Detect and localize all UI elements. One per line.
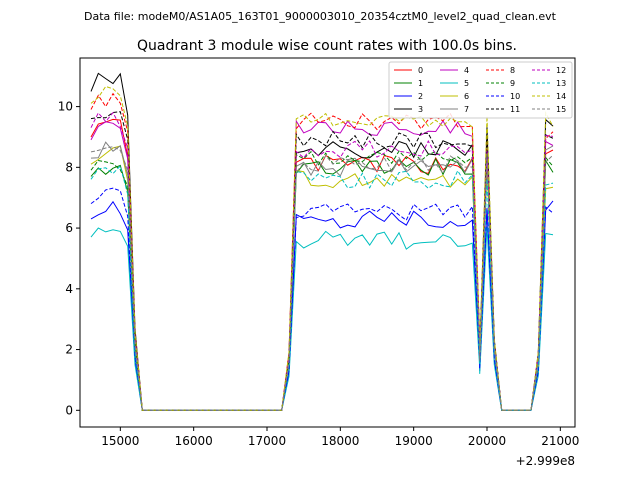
y-tick-label: 10 xyxy=(58,100,73,114)
legend-label-10: 10 xyxy=(510,92,520,101)
series-line-15 xyxy=(90,146,554,411)
figure-suptitle: Data file: modeM0/AS1A05_163T01_90000030… xyxy=(84,10,557,23)
legend-label-4: 4 xyxy=(464,66,469,75)
legend-label-15: 15 xyxy=(556,105,566,114)
legend-label-2: 2 xyxy=(418,92,423,101)
legend-label-3: 3 xyxy=(418,105,423,114)
x-tick-label: 18000 xyxy=(321,434,359,448)
legend-label-13: 13 xyxy=(556,79,566,88)
legend-label-8: 8 xyxy=(510,66,515,75)
legend-label-5: 5 xyxy=(464,79,469,88)
x-tick-label: 15000 xyxy=(101,434,139,448)
x-tick-label: 16000 xyxy=(175,434,213,448)
x-tick-label: 17000 xyxy=(248,434,286,448)
x-axis-ticks: 15000 16000 17000 18000 19000 20000 21000 xyxy=(101,427,579,448)
plot-lines xyxy=(90,72,554,411)
x-offset-label: +2.999e8 xyxy=(516,454,575,468)
x-tick-label: 20000 xyxy=(468,434,506,448)
legend-label-12: 12 xyxy=(556,66,566,75)
y-tick-label: 0 xyxy=(65,403,73,417)
legend-label-1: 1 xyxy=(418,79,423,88)
legend-label-0: 0 xyxy=(418,66,423,75)
y-tick-label: 2 xyxy=(65,343,73,357)
y-axis-ticks: 0 2 4 6 8 10 xyxy=(58,100,80,417)
legend-label-9: 9 xyxy=(510,79,515,88)
legend-box xyxy=(388,61,573,119)
y-tick-label: 4 xyxy=(65,282,73,296)
x-tick-label: 19000 xyxy=(395,434,433,448)
legend-label-6: 6 xyxy=(464,92,469,101)
chart-title: Quadrant 3 module wise count rates with … xyxy=(137,38,517,54)
plot-frame xyxy=(79,57,576,428)
y-tick-label: 8 xyxy=(65,160,73,174)
legend-label-11: 11 xyxy=(510,105,520,114)
legend-label-7: 7 xyxy=(464,105,469,114)
legend-label-14: 14 xyxy=(556,92,566,101)
y-tick-label: 6 xyxy=(65,221,73,235)
x-tick-label: 21000 xyxy=(541,434,579,448)
